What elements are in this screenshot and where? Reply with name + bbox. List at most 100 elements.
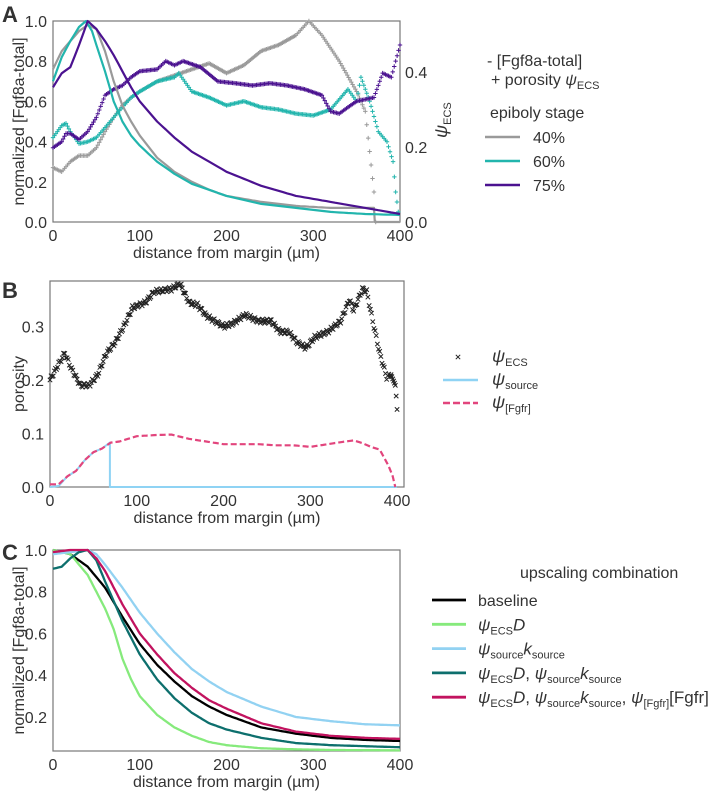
text-segment: ψ: [492, 369, 505, 389]
x-tick-label: 0: [49, 228, 58, 245]
porosity-markers-40%: [50, 18, 378, 225]
text-segment: ψ: [565, 72, 577, 89]
legend-label: ψECS: [492, 346, 528, 369]
y-axis-label: normalized [Fgf8a-total]: [11, 566, 28, 734]
y-tick-label: 0.4: [25, 135, 47, 152]
text-segment: ψ: [431, 125, 451, 138]
text-segment: ψ: [535, 688, 547, 707]
legend-label: ψsourceksource: [478, 640, 565, 662]
panel-label: C: [2, 540, 18, 565]
text-segment: ψ: [492, 346, 505, 366]
text-segment: ψ: [478, 640, 490, 659]
text-segment: ,: [525, 688, 534, 707]
x-tick-label: 100: [123, 493, 150, 510]
x-tick-label: 0: [49, 757, 58, 774]
text-segment: [Fgfr]: [669, 688, 709, 707]
x-axis-label: distance from margin (µm): [133, 774, 320, 791]
x-tick-label: 300: [300, 228, 327, 245]
porosity-markers-60%: [50, 70, 401, 215]
legend-label: 40%: [533, 130, 565, 147]
upscaling-line-2: [52, 548, 400, 727]
y-tick-label: 0.6: [25, 94, 47, 111]
legend-title: epiboly stage: [490, 105, 584, 122]
y-axis-label: porosity: [11, 356, 28, 412]
legend-header-line: + porosity ψECS: [491, 72, 600, 92]
x-tick-label: 200: [213, 228, 240, 245]
text-segment: ψ: [478, 615, 490, 634]
y-tick-label: 1.0: [25, 543, 47, 560]
legend-label: baseline: [478, 593, 538, 610]
y-tick-label: 0.3: [22, 319, 44, 336]
legend-label: 60%: [533, 154, 565, 171]
x-tick-label: 300: [300, 757, 327, 774]
plot-frame: [52, 20, 401, 223]
y-tick-label: 0.8: [25, 54, 47, 71]
text-segment: ECS: [442, 102, 454, 125]
text-segment: D: [513, 688, 525, 707]
text-segment: ECS: [505, 357, 528, 369]
text-segment: D: [513, 615, 525, 634]
text-segment: k: [523, 640, 533, 659]
panel-label: A: [2, 2, 18, 27]
psi-fgfr-line: [50, 433, 397, 488]
text-segment: [Fgfr]: [505, 403, 531, 415]
y-tick-label: 1.0: [25, 14, 47, 31]
y-axis-label: normalized [Fgf8a-total]: [11, 37, 28, 205]
x-tick-label: 200: [210, 493, 237, 510]
text-segment: source: [589, 674, 622, 686]
fgf8a-line-40%: [52, 23, 400, 224]
text-segment: baseline: [478, 593, 538, 610]
text-segment: ,: [525, 664, 534, 683]
upscaling-line-3: [52, 548, 400, 749]
text-segment: source: [547, 698, 580, 710]
psi-ecs-markers-tail: [388, 372, 400, 412]
text-segment: ψ: [478, 664, 490, 683]
y-tick-label: 0.6: [25, 626, 47, 643]
y-tick-label: 0.0: [22, 480, 44, 497]
fgf8a-line-75%: [52, 19, 401, 216]
legend-label: ψECSD: [478, 615, 525, 637]
text-segment: ψ: [631, 688, 643, 707]
fgf8a-line-60%: [51, 19, 401, 217]
text-segment: ψ: [535, 664, 547, 683]
text-segment: ECS: [490, 625, 513, 637]
y-tick-label: 0.0: [25, 215, 47, 232]
right-y-tick-label: 0.0: [405, 215, 427, 232]
text-segment: source: [532, 650, 565, 662]
legend-label: ψECSD, ψsourceksource, ψ[Fgfr][Fgfr]: [478, 688, 709, 710]
text-segment: source: [589, 698, 622, 710]
x-axis-label: distance from margin (µm): [133, 510, 320, 527]
right-y-tick-label: 0.4: [405, 65, 427, 82]
right-y-tick-label: 0.2: [405, 140, 427, 157]
x-tick-label: 400: [384, 493, 411, 510]
text-segment: - [Fgf8a-total]: [487, 53, 582, 70]
legend-title: upscaling combination: [520, 565, 678, 582]
panel-label: B: [2, 278, 18, 303]
text-segment: k: [580, 688, 590, 707]
legend-label: ψsource: [492, 369, 538, 392]
text-segment: [Fgfr]: [644, 698, 670, 710]
plot-frame: [52, 549, 401, 752]
right-y-axis-label: ψECS: [431, 102, 454, 138]
y-tick-label: 0.8: [25, 585, 47, 602]
text-segment: source: [547, 674, 580, 686]
porosity-markers-75%: [50, 42, 403, 150]
legend-label: 75%: [533, 178, 565, 195]
text-segment: ECS: [490, 674, 513, 686]
x-tick-label: 400: [387, 757, 414, 774]
text-segment: ψ: [478, 688, 490, 707]
legend-label: ψ[Fgfr]: [492, 392, 531, 415]
legend-swatch: [455, 354, 461, 360]
x-tick-label: 100: [126, 228, 153, 245]
text-segment: ψ: [492, 392, 505, 412]
legend-label: ψECSD, ψsourceksource: [478, 664, 622, 686]
text-segment: D: [513, 664, 525, 683]
y-tick-label: 0.4: [25, 668, 47, 685]
text-segment: ,: [622, 688, 631, 707]
psi-ecs-markers: [47, 281, 394, 390]
x-tick-label: 0: [46, 493, 55, 510]
y-tick-label: 0.2: [25, 710, 47, 727]
legend-header-line: - [Fgf8a-total]: [487, 53, 582, 70]
upscaling-line-1: [52, 548, 400, 752]
